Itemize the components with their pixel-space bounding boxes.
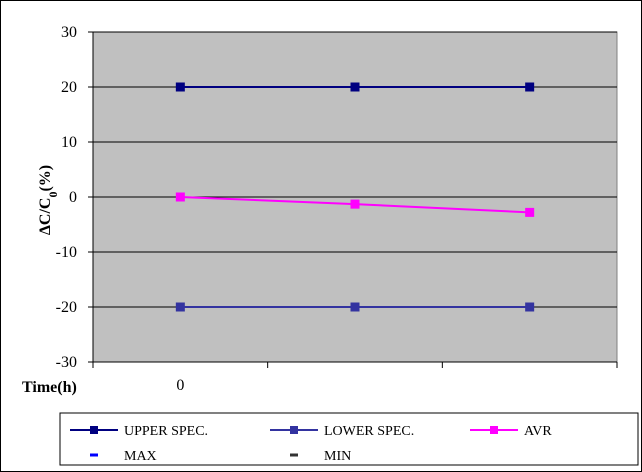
data-point [175,302,185,312]
data-point [525,302,535,312]
data-point [350,199,360,209]
y-tick-label: -10 [56,244,77,261]
y-tick-label: 20 [61,79,77,96]
legend-marker [90,453,98,457]
legend: UPPER SPEC. LOWER SPEC. AVR MAX MIN [70,424,552,464]
legend-label: MIN [324,449,351,464]
legend-label: MAX [124,449,157,464]
legend-marker [290,426,298,434]
data-point [350,82,360,92]
legend-marker [290,453,298,457]
data-point [350,302,360,312]
y-tick-label: 0 [69,189,77,206]
data-point [175,82,185,92]
x-axis-label: Time(h) [22,379,77,396]
x-tick-labels: 0 [176,377,184,394]
legend-box [59,412,639,466]
y-tick-label: -20 [56,299,77,316]
axes [92,32,618,368]
legend-label: LOWER SPEC. [324,424,414,439]
legend-label: AVR [524,424,552,439]
data-point [175,192,185,202]
legend-marker [90,426,98,434]
legend-label: UPPER SPEC. [124,424,208,439]
y-tick-label: 10 [61,134,77,151]
data-point [525,82,535,92]
series-group [175,82,535,312]
y-axis-label: ΔC/C0(%) [37,165,60,235]
legend-marker [490,426,498,434]
x-tick-label: 0 [176,377,184,394]
y-tick-label: 30 [61,24,77,41]
data-point [525,207,535,217]
y-tick-label: -30 [56,354,77,371]
y-tick-labels: 30 20 10 0 -10 -20 -30 [56,24,77,371]
